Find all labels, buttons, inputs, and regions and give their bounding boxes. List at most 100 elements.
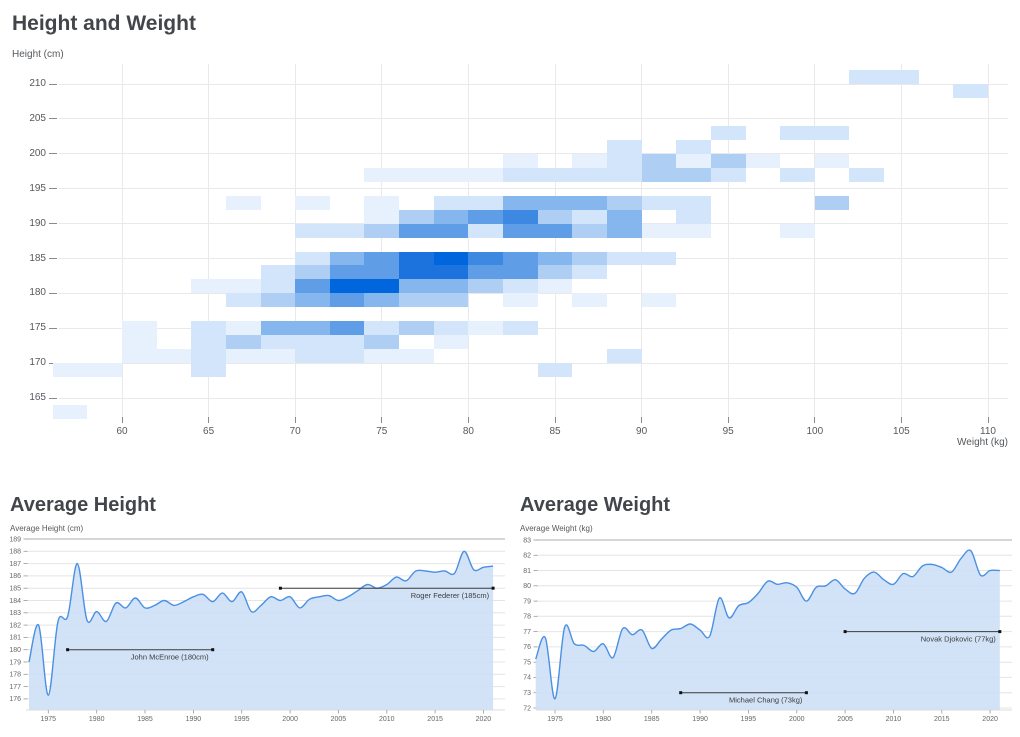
heatmap-cell: [606, 209, 642, 224]
x-tick-label: 2015: [934, 716, 950, 723]
heatmap-cell: [849, 167, 885, 182]
x-gridline: [727, 64, 729, 417]
heatmap-cell: [676, 167, 711, 182]
y-tick-label: 210: [29, 78, 46, 89]
x-gridline: [208, 64, 210, 417]
heatmap-cell: [503, 293, 538, 308]
heatmap-cell: [676, 209, 711, 224]
x-gridline: [987, 64, 989, 417]
heatmap-cell: [710, 153, 746, 168]
y-tick-label: 190: [29, 217, 46, 229]
x-tick-label: 1995: [741, 716, 757, 723]
heatmap-cell: [225, 335, 261, 350]
heatmap-cell: [225, 349, 261, 364]
heatmap-cell: [780, 223, 815, 238]
x-gridline: [294, 64, 296, 417]
area-fill: [29, 551, 494, 710]
heatmap-cell: [537, 265, 573, 280]
x-tick-mark: [987, 417, 989, 423]
x-tick-mark: [294, 417, 296, 423]
heatmap-cell: [676, 195, 711, 210]
heatmap-cell: [606, 153, 642, 168]
heatmap-cell: [122, 335, 157, 350]
heatmap-cell: [225, 279, 261, 294]
x-gridline: [121, 64, 123, 417]
heatmap-cell: [503, 265, 538, 280]
heatmap-cell: [295, 293, 330, 308]
annotation-dot: [491, 586, 495, 590]
annotation-dot: [278, 586, 282, 590]
heatmap-x-axis-label: Weight (kg): [957, 437, 1008, 448]
x-tick-label: 2000: [789, 716, 805, 723]
heatmap-cell: [503, 251, 538, 266]
y-tick-label: 205: [29, 112, 46, 124]
heatmap-cell: [641, 251, 677, 266]
x-tick-label: 1980: [89, 716, 105, 723]
y-tick-label: 77: [523, 629, 531, 636]
heatmap-cell: [433, 265, 469, 280]
heatmap-cell: [537, 279, 573, 294]
heatmap-cell: [295, 279, 330, 294]
heatmap-cell: [537, 209, 573, 224]
heatmap-cell: [191, 363, 226, 378]
heatmap-cell: [814, 153, 850, 168]
x-tick-label: 90: [636, 426, 648, 437]
heatmap-cell: [260, 279, 296, 294]
y-tick-label: 182: [9, 622, 21, 629]
heatmap-title: Height and Weight: [12, 12, 196, 35]
average-weight-title: Average Weight: [520, 494, 671, 516]
y-tick-label: 72: [523, 705, 531, 712]
x-tick-mark: [208, 417, 210, 423]
heatmap-cell: [329, 279, 365, 294]
y-tick-label: 175: [29, 322, 46, 334]
heatmap-cell: [225, 321, 261, 336]
heatmap-cell: [364, 335, 400, 350]
x-tick-label: 95: [722, 426, 734, 437]
heatmap-cell: [329, 321, 365, 336]
heatmap-cell: [606, 139, 642, 154]
y-gridline: [59, 397, 1008, 399]
x-tick-mark: [467, 417, 469, 423]
heatmap-cell: [641, 195, 677, 210]
heatmap-cell: [433, 251, 469, 266]
heatmap-cell: [641, 153, 677, 168]
y-tick-label: 185: [9, 586, 21, 593]
heatmap-cell: [260, 293, 296, 308]
y-tick-label: 76: [523, 644, 531, 651]
y-tick-label: 75: [523, 660, 531, 667]
x-tick-mark: [554, 417, 556, 423]
heatmap-cell: [295, 251, 330, 266]
x-tick-label: 1980: [596, 716, 612, 723]
heatmap-cell: [503, 195, 538, 210]
y-tick-mark: [49, 83, 57, 85]
annotation-label: John McEnroe (180cm): [131, 653, 209, 662]
heatmap-cell: [399, 209, 434, 224]
y-tick-label: 179: [9, 659, 21, 666]
x-tick-label: 2005: [837, 716, 853, 723]
x-tick-label: 1990: [186, 716, 202, 723]
heatmap-cell: [329, 349, 365, 364]
heatmap-cell: [468, 279, 504, 294]
y-tick-label: 79: [523, 598, 531, 605]
trend-line: [28, 550, 494, 696]
heatmap-cell: [572, 251, 607, 266]
y-tick-label: 82: [523, 553, 531, 560]
heatmap-cell: [884, 70, 919, 84]
y-gridline: [59, 188, 1008, 190]
x-tick-label: 60: [116, 426, 128, 437]
x-tick-mark: [641, 417, 643, 423]
x-tick-label: 1975: [547, 716, 563, 723]
x-tick-label: 80: [462, 426, 474, 437]
y-tick-label: 170: [29, 357, 46, 369]
heatmap-cell: [641, 223, 677, 238]
heatmap-cell: [364, 167, 400, 182]
heatmap-cell: [295, 195, 330, 210]
x-tick-mark: [121, 417, 123, 423]
x-tick-label: 1975: [41, 716, 57, 723]
heatmap-cell: [606, 167, 642, 182]
x-tick-label: 2000: [282, 716, 298, 723]
y-tick-mark: [49, 397, 57, 399]
y-tick-mark: [49, 118, 57, 120]
heatmap-cell: [399, 167, 434, 182]
